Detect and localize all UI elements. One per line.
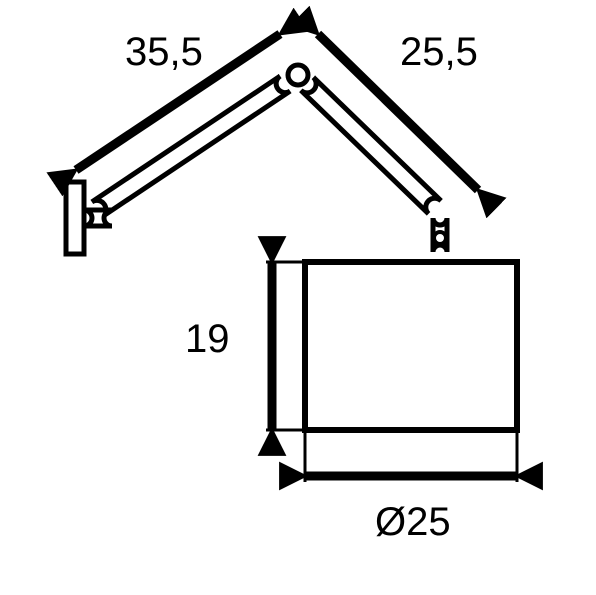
dimension-label-arm1: 35,5 bbox=[125, 30, 203, 74]
elbow-joint bbox=[288, 65, 308, 85]
arm-segment-2 bbox=[301, 77, 441, 213]
dimension-label-arm2: 25,5 bbox=[400, 30, 478, 74]
dimension-label-height: 19 bbox=[185, 317, 230, 361]
lamp-drawing bbox=[66, 65, 517, 430]
dimension-label-diameter: Ø25 bbox=[375, 500, 451, 544]
wall-stub bbox=[84, 210, 112, 226]
wall-plate bbox=[66, 182, 84, 254]
shade-joint bbox=[434, 232, 446, 244]
lamp-shade bbox=[305, 262, 517, 430]
